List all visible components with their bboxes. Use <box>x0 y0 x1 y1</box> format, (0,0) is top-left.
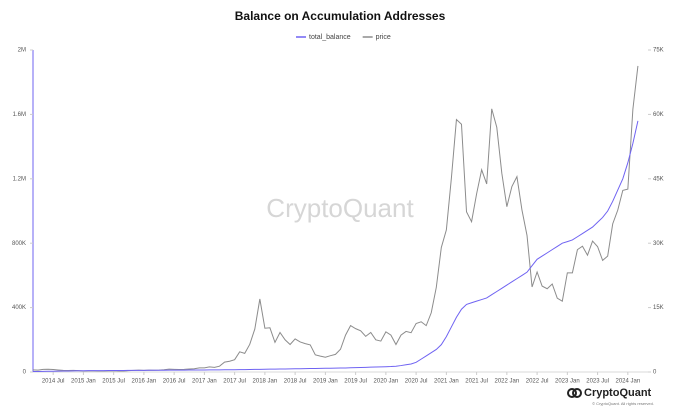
x-tick-label: 2019 Jul <box>344 379 367 385</box>
x-tick-label: 2021 Jul <box>465 379 488 385</box>
x-tick-label: 2022 Jan <box>495 379 520 385</box>
x-tick-label: 2017 Jan <box>192 379 217 385</box>
y-tick-label: 1.6M <box>13 112 26 118</box>
y2-tick-label: 15K <box>653 305 664 311</box>
x-tick-label: 2015 Jan <box>71 379 96 385</box>
x-tick-label: 2018 Jul <box>284 379 307 385</box>
x-tick-label: 2024 Jan <box>615 379 640 385</box>
y-tick-label: 400K <box>12 305 26 311</box>
y2-tick-label: 30K <box>653 241 664 247</box>
x-tick-label: 2015 Jul <box>102 379 125 385</box>
series-line <box>32 120 639 373</box>
y-tick-label: 1.2M <box>13 176 26 182</box>
x-tick-label: 2017 Jul <box>223 379 246 385</box>
legend-label: price <box>376 34 391 41</box>
x-tick-label: 2019 Jan <box>313 379 338 385</box>
y2-tick-label: 75K <box>653 48 664 54</box>
footer-logo <box>567 388 582 398</box>
footer-brand: CryptoQuant <box>584 387 652 399</box>
legend-label: total_balance <box>309 34 351 41</box>
y2-tick-label: 60K <box>653 112 664 118</box>
x-tick-label: 2023 Jan <box>555 379 580 385</box>
chart-title: Balance on Accumulation Addresses <box>235 9 446 23</box>
y-tick-label: 800K <box>12 241 26 247</box>
x-tick-label: 2014 Jul <box>42 379 65 385</box>
watermark: CryptoQuant <box>266 193 414 223</box>
x-tick-label: 2020 Jul <box>405 379 428 385</box>
y2-tick-label: 45K <box>653 176 664 182</box>
x-tick-label: 2016 Jan <box>132 379 157 385</box>
x-tick-label: 2021 Jan <box>434 379 459 385</box>
y-tick-label: 2M <box>18 48 26 54</box>
x-tick-label: 2016 Jul <box>163 379 186 385</box>
copyright: © CryptoQuant. All rights reserved. <box>592 401 654 406</box>
y2-tick-label: 0 <box>653 370 657 376</box>
x-tick-label: 2023 Jul <box>586 379 609 385</box>
y-tick-label: 0 <box>23 370 27 376</box>
x-tick-label: 2018 Jan <box>253 379 278 385</box>
x-tick-label: 2022 Jul <box>526 379 549 385</box>
x-tick-label: 2020 Jan <box>374 379 399 385</box>
